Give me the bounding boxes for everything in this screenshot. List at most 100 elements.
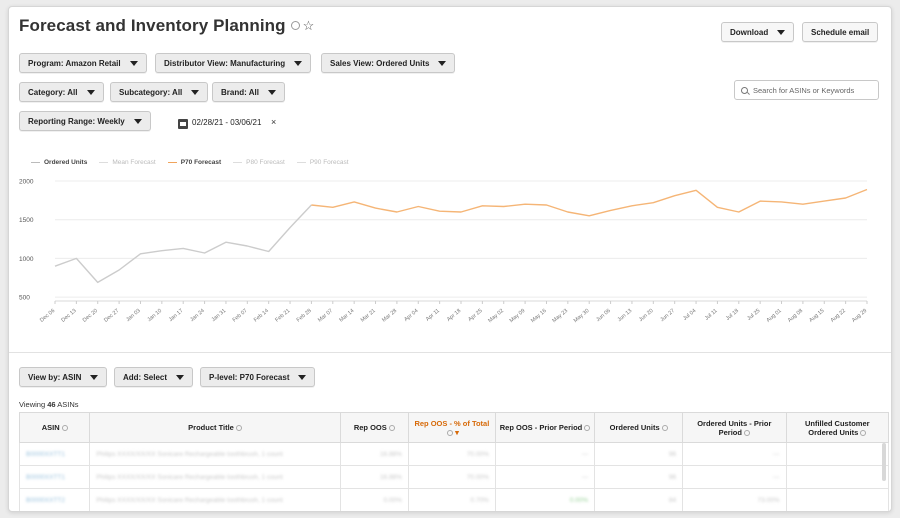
table-row[interactable]: B0000XXTT2 Philips XXXX/XX/XX Sonicare R… bbox=[18, 488, 890, 511]
viewing-count: Viewing 46 ASINs bbox=[19, 400, 79, 409]
info-icon[interactable] bbox=[743, 429, 750, 436]
chevron-down-icon bbox=[298, 374, 307, 380]
search-icon bbox=[741, 86, 748, 94]
table-scrollbar[interactable] bbox=[882, 443, 886, 481]
x-tick-label: Aug 29 bbox=[851, 308, 868, 324]
p-level-dropdown[interactable]: P-level: P70 Forecast bbox=[200, 367, 316, 387]
x-tick-label: Apr 11 bbox=[425, 308, 441, 323]
product-title-cell: Philips XXXX/XX/XX Sonicare Rechargeable… bbox=[89, 465, 341, 489]
y-tick-label: 2000 bbox=[19, 179, 34, 186]
schedule-email-button[interactable]: Schedule email bbox=[802, 22, 879, 42]
search-placeholder: Search for ASINs or Keywords bbox=[753, 85, 855, 95]
legend-item-p90-forecast[interactable]: P90 Forecast bbox=[296, 159, 349, 166]
column-header-product-title[interactable]: Product Title bbox=[89, 412, 341, 443]
view-by-dropdown[interactable]: View by: ASIN bbox=[19, 367, 108, 387]
reporting-range-dropdown[interactable]: Reporting Range: Weekly bbox=[19, 111, 151, 131]
distributor-view-label: Distributor View: Manufacturing bbox=[164, 58, 286, 68]
info-icon[interactable] bbox=[61, 425, 68, 431]
x-tick-label: Jan 10 bbox=[147, 308, 164, 323]
chevron-down-icon bbox=[90, 374, 99, 380]
table-header-row: ASIN Product Title Rep OOS Rep OOS - % o… bbox=[18, 412, 890, 443]
clear-date-icon[interactable]: × bbox=[271, 117, 277, 127]
category-label: Category: All bbox=[28, 87, 78, 97]
column-header-unfilled-units[interactable]: Unfilled Customer Ordered Units bbox=[785, 412, 890, 443]
x-tick-label: Mar 28 bbox=[381, 308, 398, 324]
star-outline-icon[interactable]: ☆ bbox=[302, 18, 315, 33]
column-header-asin[interactable]: ASIN bbox=[18, 412, 91, 443]
calendar-icon[interactable] bbox=[178, 119, 188, 129]
ordered-units-prior-cell: — bbox=[682, 465, 787, 489]
column-header-ordered-units-prior[interactable]: Ordered Units - Prior Period bbox=[682, 412, 787, 443]
reporting-range-label: Reporting Range: Weekly bbox=[28, 116, 125, 126]
rep-oos-cell: 0.00% bbox=[339, 488, 409, 511]
x-tick-label: Jul 04 bbox=[682, 308, 697, 322]
ordered-units-prior-cell: — bbox=[682, 442, 787, 466]
legend-item-p80-forecast[interactable]: P80 Forecast bbox=[233, 159, 285, 166]
sales-view-dropdown[interactable]: Sales View: Ordered Units bbox=[321, 53, 456, 73]
chevron-down-icon bbox=[191, 89, 200, 95]
sort-desc-icon[interactable]: ▾ bbox=[455, 427, 459, 437]
y-tick-label: 1500 bbox=[19, 217, 34, 224]
column-header-ordered-units[interactable]: Ordered Units bbox=[594, 412, 684, 443]
column-header-rep-oos-pct[interactable]: Rep OOS - % of Total ▾ bbox=[407, 412, 496, 443]
legend-item-mean-forecast[interactable]: Mean Forecast bbox=[99, 159, 156, 166]
asin-link[interactable]: B0000XXTT1 bbox=[18, 465, 91, 489]
x-tick-label: Feb 07 bbox=[232, 308, 249, 324]
program-dropdown[interactable]: Program: Amazon Retail bbox=[19, 53, 147, 73]
legend-item-p70-forecast[interactable]: P70 Forecast bbox=[167, 159, 221, 166]
schedule-email-label: Schedule email bbox=[811, 27, 870, 37]
x-tick-label: Jan 24 bbox=[189, 308, 206, 323]
info-icon[interactable] bbox=[290, 21, 300, 30]
page-title-text: Forecast and Inventory Planning bbox=[19, 16, 286, 35]
category-dropdown[interactable]: Category: All bbox=[19, 82, 104, 102]
y-tick-label: 500 bbox=[19, 295, 30, 302]
info-icon[interactable] bbox=[661, 425, 668, 431]
table-row[interactable]: B0000XXTT1 Philips XXXX/XX/XX Sonicare R… bbox=[18, 442, 890, 466]
download-button[interactable]: Download bbox=[721, 22, 795, 42]
legend-swatch bbox=[167, 161, 177, 164]
x-tick-label: Aug 01 bbox=[766, 308, 783, 324]
rep-oos-pct-cell: 70.00% bbox=[407, 442, 496, 466]
info-icon[interactable] bbox=[235, 425, 242, 431]
x-tick-label: Apr 25 bbox=[467, 308, 483, 323]
x-tick-label: Feb 21 bbox=[274, 308, 291, 324]
asin-link[interactable]: B0000XXTT2 bbox=[18, 488, 91, 511]
viewing-number: 46 bbox=[47, 400, 56, 409]
legend-label: P80 Forecast bbox=[246, 159, 285, 166]
brand-dropdown[interactable]: Brand: All bbox=[212, 82, 285, 102]
y-tick-label: 1000 bbox=[19, 256, 34, 263]
legend-label: Ordered Units bbox=[44, 159, 88, 166]
info-icon[interactable] bbox=[860, 429, 867, 436]
x-tick-label: Mar 07 bbox=[317, 308, 334, 324]
header-label: Rep OOS - % of Total bbox=[414, 418, 490, 428]
x-tick-label: Dec 06 bbox=[39, 308, 56, 324]
column-header-rep-oos[interactable]: Rep OOS bbox=[339, 412, 409, 443]
search-input[interactable]: Search for ASINs or Keywords bbox=[734, 80, 879, 100]
legend-item-ordered-units[interactable]: Ordered Units bbox=[31, 159, 87, 166]
x-tick-label: Dec 13 bbox=[60, 308, 77, 324]
x-tick-label: Aug 15 bbox=[808, 308, 825, 324]
add-column-dropdown[interactable]: Add: Select bbox=[114, 367, 194, 387]
asin-link[interactable]: B0000XXTT1 bbox=[18, 442, 91, 466]
subcategory-dropdown[interactable]: Subcategory: All bbox=[110, 82, 209, 102]
x-tick-label: Dec 20 bbox=[82, 308, 99, 324]
info-icon[interactable] bbox=[446, 429, 453, 436]
legend-label: Mean Forecast bbox=[112, 159, 156, 166]
column-header-rep-oos-prior[interactable]: Rep OOS - Prior Period bbox=[494, 412, 596, 443]
info-icon[interactable] bbox=[584, 425, 591, 431]
forecast-inventory-panel: Forecast and Inventory Planning ☆ Downloa… bbox=[8, 6, 892, 512]
legend-swatch bbox=[296, 161, 306, 164]
date-range-value[interactable]: 02/28/21 - 03/06/21 bbox=[192, 118, 262, 127]
header-label: Rep OOS - Prior Period bbox=[499, 423, 583, 432]
distributor-view-dropdown[interactable]: Distributor View: Manufacturing bbox=[155, 53, 312, 73]
x-tick-label: May 09 bbox=[509, 308, 527, 324]
table-row[interactable]: B0000XXTT1 Philips XXXX/XX/XX Sonicare R… bbox=[18, 465, 890, 489]
x-tick-label: May 23 bbox=[551, 308, 569, 324]
info-icon[interactable] bbox=[388, 425, 395, 431]
legend-label: P90 Forecast bbox=[309, 159, 349, 166]
x-tick-label: Dec 27 bbox=[103, 308, 120, 324]
chevron-down-icon bbox=[86, 89, 95, 95]
x-tick-label: Jul 25 bbox=[746, 308, 761, 322]
view-by-label: View by: ASIN bbox=[28, 372, 82, 382]
x-tick-label: Aug 08 bbox=[787, 308, 804, 324]
